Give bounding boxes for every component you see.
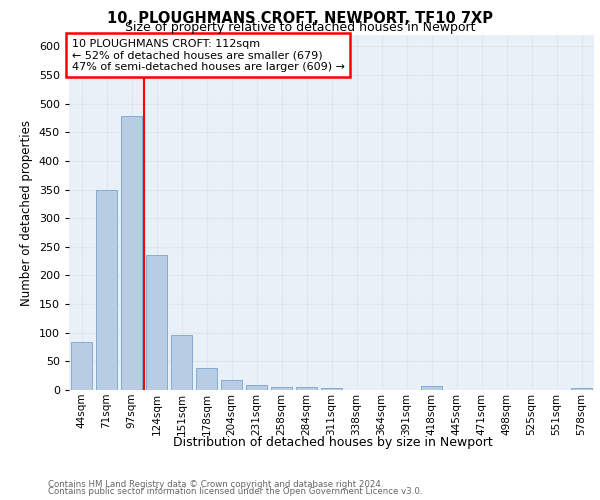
Text: Distribution of detached houses by size in Newport: Distribution of detached houses by size … — [173, 436, 493, 449]
Bar — [421, 386, 442, 390]
Text: Contains public sector information licensed under the Open Government Licence v3: Contains public sector information licen… — [48, 487, 422, 496]
Bar — [196, 368, 217, 390]
Text: Size of property relative to detached houses in Newport: Size of property relative to detached ho… — [125, 21, 475, 34]
Bar — [171, 335, 192, 390]
Bar — [296, 387, 317, 390]
Bar — [146, 256, 167, 390]
Text: 10, PLOUGHMANS CROFT, NEWPORT, TF10 7XP: 10, PLOUGHMANS CROFT, NEWPORT, TF10 7XP — [107, 11, 493, 26]
Bar — [121, 116, 142, 390]
Bar — [246, 386, 267, 390]
Bar — [271, 386, 292, 390]
Bar — [571, 388, 592, 390]
Bar — [96, 190, 117, 390]
Y-axis label: Number of detached properties: Number of detached properties — [20, 120, 33, 306]
Bar — [321, 388, 342, 390]
Text: Contains HM Land Registry data © Crown copyright and database right 2024.: Contains HM Land Registry data © Crown c… — [48, 480, 383, 489]
Bar — [221, 380, 242, 390]
Text: 10 PLOUGHMANS CROFT: 112sqm
← 52% of detached houses are smaller (679)
47% of se: 10 PLOUGHMANS CROFT: 112sqm ← 52% of det… — [71, 38, 344, 72]
Bar — [71, 342, 92, 390]
